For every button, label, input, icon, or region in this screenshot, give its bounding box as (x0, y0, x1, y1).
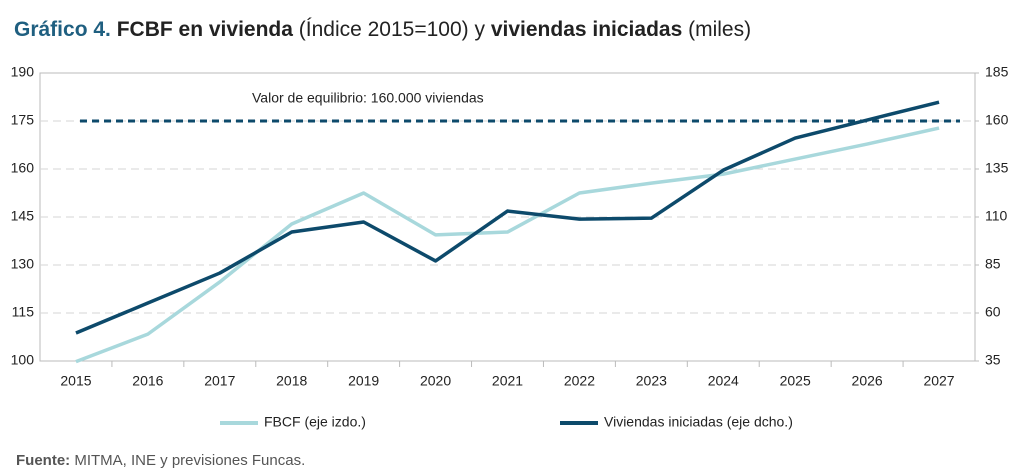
reference-label: Valor de equilibrio: 160.000 viviendas (252, 90, 484, 106)
x-tick-label: 2021 (492, 373, 523, 389)
x-tick-label: 2017 (204, 373, 235, 389)
y2-tick-label: 160 (985, 112, 1009, 128)
x-tick-label: 2018 (276, 373, 307, 389)
y2-tick-label: 110 (985, 208, 1008, 224)
series-line (75, 126, 940, 364)
x-tick-label: 2022 (564, 373, 595, 389)
title-part: FCBF en vivienda (117, 18, 294, 41)
y2-tick-label: 35 (985, 352, 1001, 368)
legend-label: FBCF (eje izdo.) (264, 414, 366, 430)
y2-tick-label: 60 (985, 304, 1001, 320)
title-part: (miles) (688, 18, 751, 41)
source-text: MITMA, INE y previsiones Funcas. (74, 452, 305, 469)
y2-tick-label: 85 (985, 256, 1001, 272)
x-tick-label: 2020 (420, 373, 451, 389)
x-tick-label: 2016 (132, 373, 163, 389)
x-tick-label: 2025 (780, 373, 811, 389)
y2-tick-label: 185 (985, 64, 1009, 80)
series-line (75, 100, 940, 335)
y-tick-label: 115 (12, 304, 35, 320)
x-tick-label: 2024 (708, 373, 739, 389)
x-tick-label: 2026 (852, 373, 883, 389)
source: Fuente: MITMA, INE y previsiones Funcas. (16, 452, 305, 469)
title-part: viviendas iniciadas (491, 18, 682, 41)
y-tick-label: 145 (11, 208, 35, 224)
chart-title: Gráfico 4. FCBF en vivienda (Índice 2015… (14, 18, 751, 41)
y-tick-label: 130 (11, 256, 35, 272)
x-tick-label: 2027 (923, 373, 954, 389)
x-tick-label: 2015 (60, 373, 91, 389)
y-tick-label: 100 (11, 352, 35, 368)
title-part: (Índice 2015=100) y (299, 18, 486, 41)
y2-tick-label: 135 (985, 160, 1009, 176)
x-tick-label: 2023 (636, 373, 667, 389)
y-tick-label: 160 (11, 160, 35, 176)
x-tick-label: 2019 (348, 373, 379, 389)
y-tick-label: 190 (11, 64, 35, 80)
source-label: Fuente: (16, 452, 70, 469)
y-tick-label: 175 (11, 112, 35, 128)
title-prefix: Gráfico 4. (14, 18, 111, 41)
legend-label: Viviendas iniciadas (eje dcho.) (604, 414, 793, 430)
